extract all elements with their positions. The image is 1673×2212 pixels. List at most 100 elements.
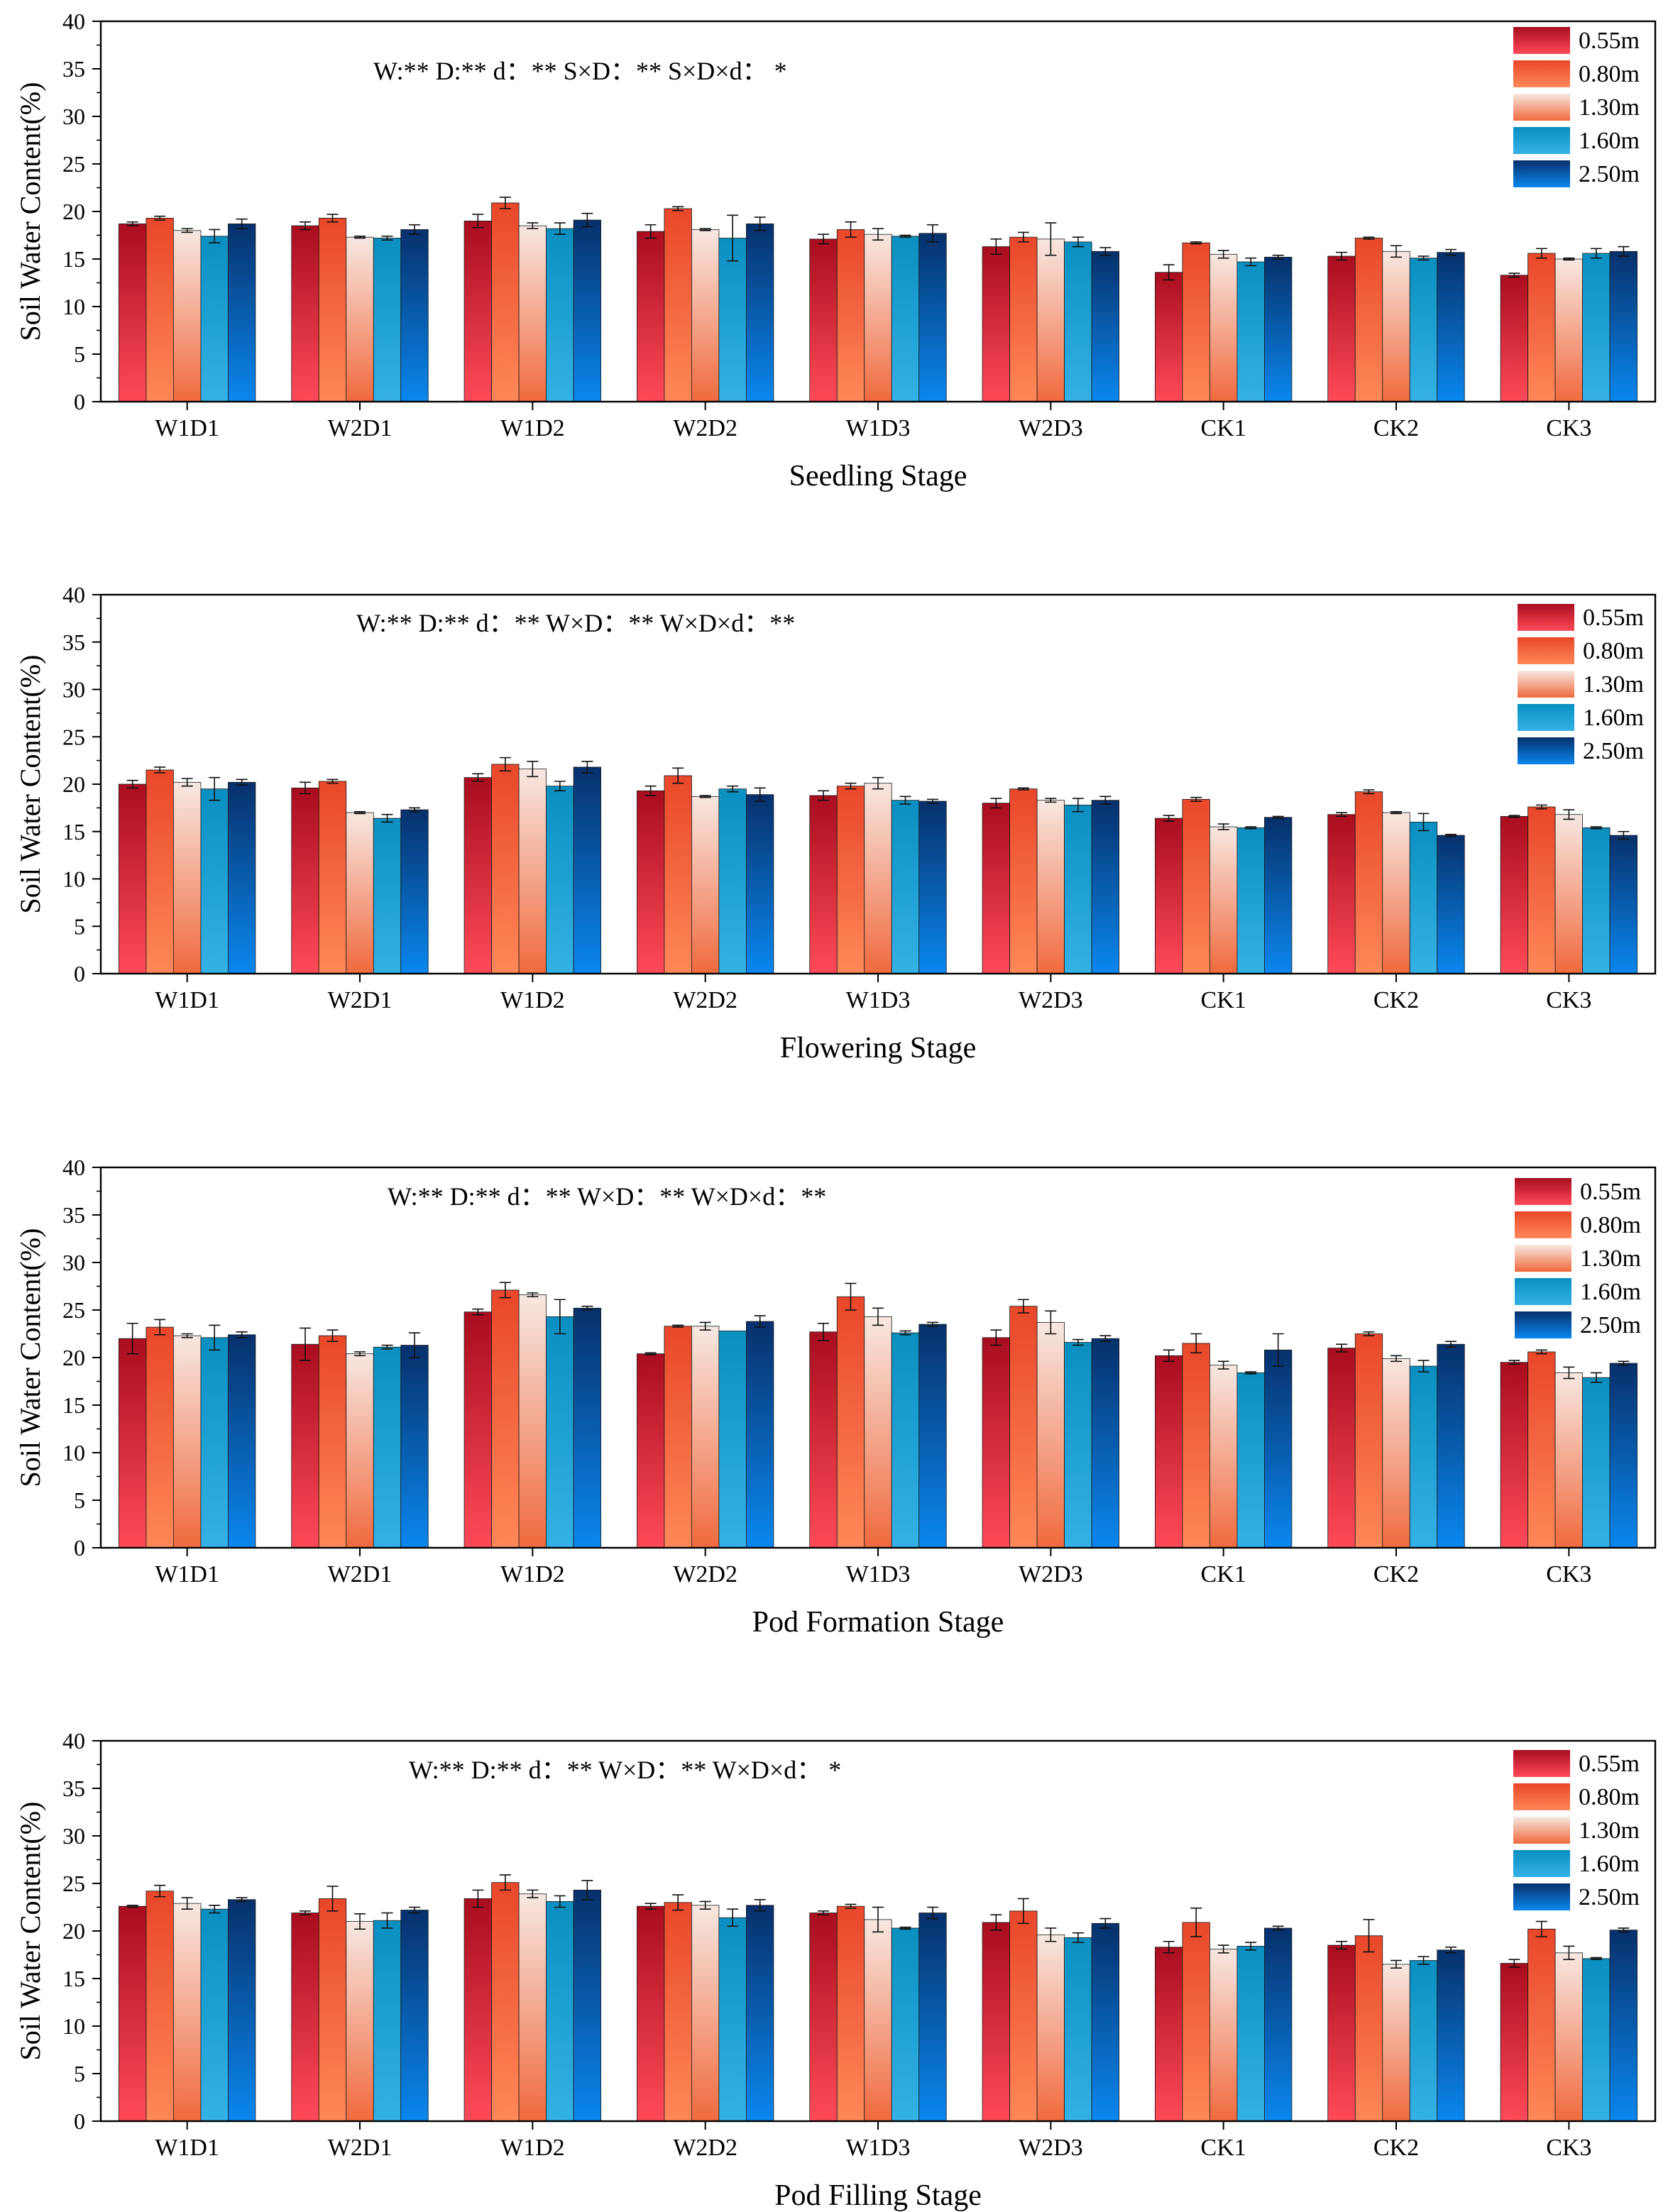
- bar-w2d1-0-80m: [318, 781, 347, 974]
- error-bar-ck1-0-55m: [1163, 264, 1175, 281]
- bar-w1d3-1-30m: [864, 233, 892, 402]
- y-tick-label: 30: [62, 104, 85, 129]
- error-bar-w2d2-2-50m: [754, 787, 766, 802]
- bar-ck3-0-80m: [1527, 806, 1556, 974]
- bar-w1d3-0-55m: [809, 1331, 838, 1548]
- legend-swatch-0-80m: [1513, 1783, 1570, 1810]
- y-tick-label: 40: [62, 1728, 85, 1754]
- error-bar-ck1-1-30m: [1217, 1360, 1229, 1370]
- error-bar-w2d2-0-80m: [672, 1324, 684, 1328]
- bar-ck2-0-80m: [1354, 238, 1383, 402]
- error-bar-w1d2-1-30m: [527, 222, 539, 229]
- x-tick-label: W1D1: [155, 987, 219, 1013]
- error-bar-w1d1-0-55m: [126, 779, 138, 789]
- legend-label-1-30m: 1.30m: [1580, 1245, 1641, 1272]
- error-bar-w1d3-0-80m: [845, 221, 857, 238]
- x-axis-title: Seedling Stage: [789, 460, 967, 493]
- error-bar-ck2-0-80m: [1363, 1919, 1375, 1953]
- error-bar-w1d3-1-30m: [872, 228, 884, 241]
- bar-ck2-0-80m: [1354, 1333, 1383, 1548]
- legend: 0.55m 0.80m 1.30m 1.60m 2.50m: [1518, 604, 1644, 764]
- bar-w2d3-2-50m: [1091, 1922, 1119, 2122]
- bar-w1d2-2-50m: [573, 1307, 601, 1548]
- bar-ck1-1-60m: [1236, 1946, 1265, 2122]
- bar-w2d1-0-80m: [318, 1898, 347, 2122]
- bar-ck3-1-30m: [1554, 814, 1583, 974]
- bar-ck1-1-30m: [1210, 826, 1238, 974]
- y-tick-label: 0: [74, 389, 85, 414]
- error-bar-w1d2-2-50m: [581, 212, 593, 228]
- error-bar-w1d2-2-50m: [581, 761, 593, 774]
- bar-w2d1-0-55m: [291, 225, 319, 402]
- error-bar-w1d3-1-30m: [872, 1906, 884, 1933]
- bar-ck3-2-50m: [1609, 251, 1638, 402]
- bar-ck2-2-50m: [1437, 835, 1465, 974]
- significance-annotation: W:** D:** d：** W×D：** W×D×d：**: [388, 1182, 826, 1211]
- bar-w1d2-1-60m: [546, 228, 574, 402]
- bar-w2d2-2-50m: [746, 1905, 774, 2122]
- error-bar-w1d3-2-50m: [927, 224, 938, 243]
- panel-3-pod-formation-stage: W1D1 W2D1 W1D2 W2D2 W1D3 W2D3 CK1 CK2 CK3 0 5 10 15 2…: [14, 1155, 1657, 1639]
- bar-ck3-1-60m: [1582, 253, 1611, 402]
- error-bar-w1d3-0-80m: [845, 1282, 857, 1311]
- error-bar-ck2-0-55m: [1336, 251, 1347, 261]
- bar-ck1-0-80m: [1182, 242, 1210, 402]
- y-tick-label: 15: [62, 819, 85, 844]
- bar-w2d3-1-30m: [1036, 1934, 1065, 2122]
- legend-swatch-1-30m: [1513, 1817, 1570, 1844]
- bar-w1d2-2-50m: [573, 219, 601, 402]
- bar-ck2-1-30m: [1382, 1358, 1410, 1548]
- y-tick-label: 30: [62, 1823, 85, 1849]
- error-bar-ck1-1-30m: [1217, 1944, 1229, 1954]
- legend-label-2-50m: 2.50m: [1579, 1884, 1640, 1910]
- error-bar-w1d1-0-80m: [154, 215, 166, 221]
- error-bar-ck1-1-30m: [1217, 823, 1229, 830]
- error-bar-ck2-0-80m: [1363, 236, 1375, 240]
- error-bar-w1d1-1-30m: [181, 778, 193, 787]
- error-bar-ck1-0-80m: [1190, 796, 1202, 802]
- bar-w1d3-1-60m: [891, 800, 920, 974]
- bar-w2d2-1-30m: [691, 1326, 720, 1548]
- error-bar-ck2-1-60m: [1417, 813, 1430, 832]
- bar-w2d3-1-30m: [1036, 238, 1065, 402]
- bar-w1d1-0-55m: [119, 1338, 147, 1548]
- bar-w2d1-2-50m: [400, 1910, 429, 2122]
- y-tick-label: 20: [62, 199, 85, 224]
- error-bar-ck3-1-30m: [1563, 1366, 1575, 1380]
- y-tick-label: 10: [62, 294, 85, 319]
- legend-label-1-60m: 1.60m: [1580, 1279, 1641, 1305]
- y-tick-label: 5: [74, 913, 85, 939]
- bar-ck2-1-30m: [1382, 812, 1410, 974]
- bar-ck1-1-30m: [1210, 1365, 1238, 1548]
- y-tick-label: 25: [62, 1297, 85, 1323]
- bar-w1d3-0-55m: [809, 1913, 838, 2122]
- x-tick-label: W1D2: [500, 1561, 565, 1588]
- error-bar-ck3-0-80m: [1535, 1349, 1547, 1355]
- legend-swatch-2-50m: [1513, 160, 1570, 187]
- bar-ck3-0-80m: [1527, 1351, 1556, 1548]
- error-bar-ck1-2-50m: [1272, 254, 1284, 260]
- bar-w2d2-1-60m: [718, 1331, 747, 1548]
- bar-ck2-1-60m: [1409, 258, 1438, 402]
- bar-w1d1-1-30m: [173, 1903, 202, 2122]
- x-tick-label: W1D2: [500, 415, 565, 441]
- bar-w2d1-1-60m: [373, 818, 402, 974]
- bar-ck1-0-55m: [1155, 1947, 1183, 2122]
- x-tick-label: CK2: [1373, 987, 1419, 1013]
- bar-w1d1-0-80m: [146, 1326, 174, 1548]
- bar-w1d3-0-55m: [809, 795, 838, 974]
- error-bar-w2d3-0-80m: [1017, 787, 1029, 791]
- bar-w1d1-1-60m: [200, 1908, 229, 2122]
- bar-w2d1-1-60m: [373, 1346, 402, 1548]
- error-bar-w1d1-0-80m: [154, 766, 166, 774]
- legend: 0.55m 0.80m 1.30m 1.60m 2.50m: [1513, 1750, 1640, 1910]
- y-tick-label: 15: [62, 1392, 85, 1418]
- bar-w2d1-0-55m: [291, 1913, 319, 2122]
- bar-w2d3-1-60m: [1064, 1342, 1092, 1548]
- bar-w2d1-1-30m: [346, 1921, 374, 2122]
- error-bar-w1d2-1-30m: [527, 761, 539, 778]
- error-bar-ck2-0-55m: [1336, 1343, 1347, 1353]
- bar-ck3-1-30m: [1554, 1952, 1583, 2122]
- bar-w1d1-0-80m: [146, 217, 174, 402]
- bar-w2d2-2-50m: [746, 224, 774, 402]
